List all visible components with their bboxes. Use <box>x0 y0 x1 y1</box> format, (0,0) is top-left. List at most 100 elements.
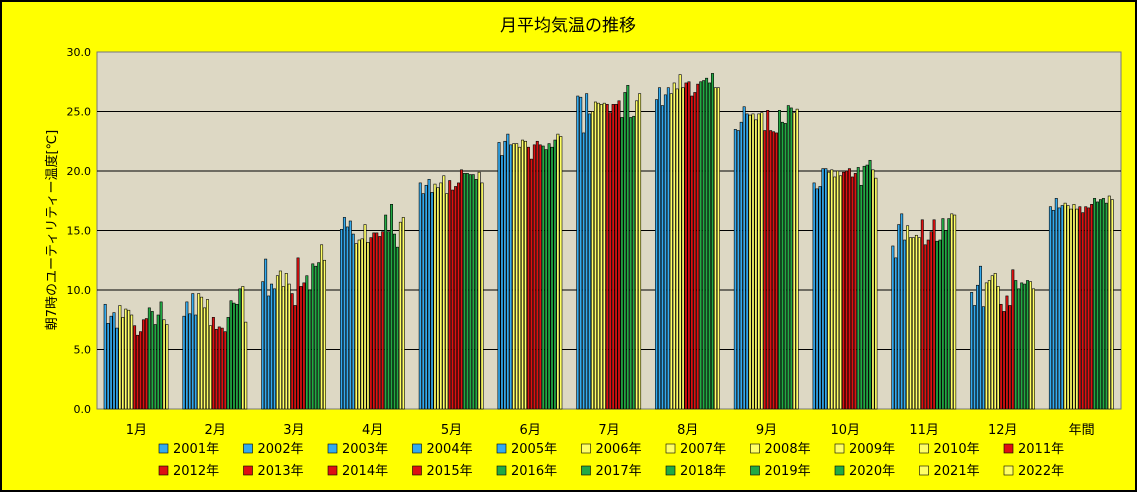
bar <box>390 204 393 410</box>
bar <box>273 288 276 410</box>
bar <box>1029 281 1032 410</box>
bar <box>999 303 1003 410</box>
bar <box>141 319 145 410</box>
bar <box>1017 288 1021 410</box>
bar <box>1110 199 1114 410</box>
x-category-label: 6月 <box>520 423 541 438</box>
bar <box>395 246 399 410</box>
bar <box>188 313 192 410</box>
bar <box>468 174 472 410</box>
bar <box>582 132 586 410</box>
bar <box>369 237 373 410</box>
bar <box>766 110 770 410</box>
bar <box>317 262 321 410</box>
bar <box>736 130 740 410</box>
bar <box>687 81 691 410</box>
y-tick-label: 0.0 <box>74 403 92 416</box>
bar <box>903 239 907 410</box>
bar <box>1075 208 1079 410</box>
bar <box>1031 288 1035 410</box>
bar <box>1096 201 1099 410</box>
bar <box>711 73 714 410</box>
bar <box>308 289 312 410</box>
legend-label: 2006年 <box>596 442 642 457</box>
bar <box>1084 206 1088 410</box>
bar <box>786 105 790 410</box>
x-category-label: 2月 <box>205 423 226 438</box>
bar <box>503 140 507 410</box>
legend-label: 2010年 <box>934 442 980 457</box>
bar <box>147 307 151 410</box>
bar <box>795 108 799 410</box>
x-category-label: 12月 <box>988 423 1018 438</box>
bar <box>345 226 349 410</box>
bar <box>378 236 382 410</box>
bar <box>550 146 554 410</box>
bar <box>853 173 857 410</box>
bar <box>535 140 539 410</box>
bar <box>923 244 927 410</box>
bar <box>914 234 918 410</box>
bar <box>439 182 443 410</box>
bar <box>1060 205 1064 410</box>
bar <box>842 171 845 410</box>
bar <box>705 77 709 410</box>
bar <box>521 139 525 410</box>
bar <box>375 232 379 410</box>
bar <box>200 296 204 410</box>
bar <box>477 171 481 410</box>
legend-swatch <box>834 443 845 454</box>
bar <box>278 270 282 410</box>
bar <box>626 85 630 410</box>
legend-label: 2002年 <box>258 442 304 457</box>
bar <box>920 219 924 410</box>
legend-swatch <box>243 465 253 476</box>
bar <box>911 237 915 410</box>
legend-label: 2017年 <box>596 464 642 479</box>
bar <box>990 275 994 410</box>
bar <box>235 303 239 410</box>
bar <box>1057 207 1061 410</box>
bar <box>320 244 324 410</box>
legend-label: 2008年 <box>765 442 811 457</box>
bar <box>579 96 583 410</box>
bar <box>675 88 679 410</box>
bar <box>635 100 639 410</box>
bar <box>162 319 166 410</box>
bar <box>950 213 954 410</box>
bar <box>629 117 633 410</box>
bar <box>106 323 110 410</box>
bar <box>585 93 589 410</box>
bar <box>299 286 303 410</box>
bar <box>789 107 793 410</box>
bar <box>121 317 125 410</box>
legend-label: 2016年 <box>511 464 557 479</box>
bar <box>1090 204 1094 410</box>
legend-swatch <box>158 465 169 476</box>
bar <box>672 82 676 410</box>
bars <box>103 73 1114 410</box>
x-category-label: 11月 <box>909 423 939 438</box>
bar <box>427 179 431 410</box>
bar <box>891 245 895 410</box>
bar <box>185 301 189 410</box>
bar <box>830 169 834 410</box>
bar <box>1107 195 1111 410</box>
bar <box>973 305 977 410</box>
bar <box>159 301 163 410</box>
legend-label: 2003年 <box>342 442 388 457</box>
bar <box>366 242 370 410</box>
bar <box>716 87 720 410</box>
bar <box>693 92 697 410</box>
bar <box>156 314 160 410</box>
bar <box>780 121 784 410</box>
bar <box>454 186 458 410</box>
legend-label: 2014年 <box>342 464 388 479</box>
bar <box>1066 205 1070 410</box>
bar <box>772 131 776 410</box>
bar <box>623 92 627 410</box>
bar <box>448 180 452 410</box>
bar <box>392 233 396 410</box>
bar <box>509 144 513 410</box>
bar <box>996 286 1000 410</box>
